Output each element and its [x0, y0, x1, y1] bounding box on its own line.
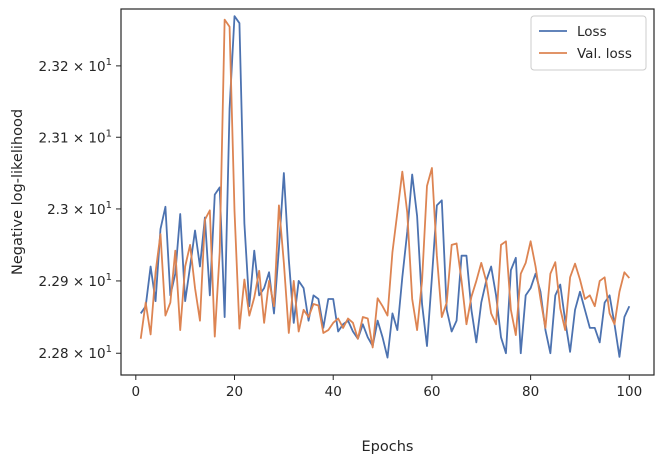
x-tick-label: 0 [132, 384, 141, 400]
plot-frame [120, 8, 655, 376]
series-line-val-loss [139, 18, 631, 349]
y-tick-label: 2.28 × 101 [38, 344, 112, 362]
legend-box [530, 15, 647, 71]
y-tick-label: 2.3 × 101 [47, 200, 112, 218]
x-tick-label: 40 [325, 384, 342, 400]
series-line-loss [139, 15, 631, 359]
y-tick-label: 2.29 × 101 [38, 272, 112, 290]
y-axis: 2.28 × 101 2.29 × 101 2.3 × 101 2.31 × 101 2… [38, 57, 121, 362]
legend-label-loss: Loss [577, 24, 607, 40]
series-layer [139, 15, 631, 359]
y-axis-label: Negative log-likelihood [10, 109, 26, 275]
x-tick-label: 20 [226, 384, 243, 400]
y-tick-label: 2.31 × 101 [38, 128, 112, 146]
x-axis-label: Epochs [362, 439, 414, 455]
x-tick-label: 100 [616, 384, 642, 400]
x-tick-label: 60 [423, 384, 440, 400]
x-tick-label: 80 [522, 384, 539, 400]
x-axis: 0 20 40 60 80 100 [132, 375, 642, 400]
legend-label-val-loss: Val. loss [577, 46, 632, 62]
y-tick-label: 2.32 × 101 [38, 57, 112, 75]
legend: Loss Val. loss [530, 15, 647, 71]
